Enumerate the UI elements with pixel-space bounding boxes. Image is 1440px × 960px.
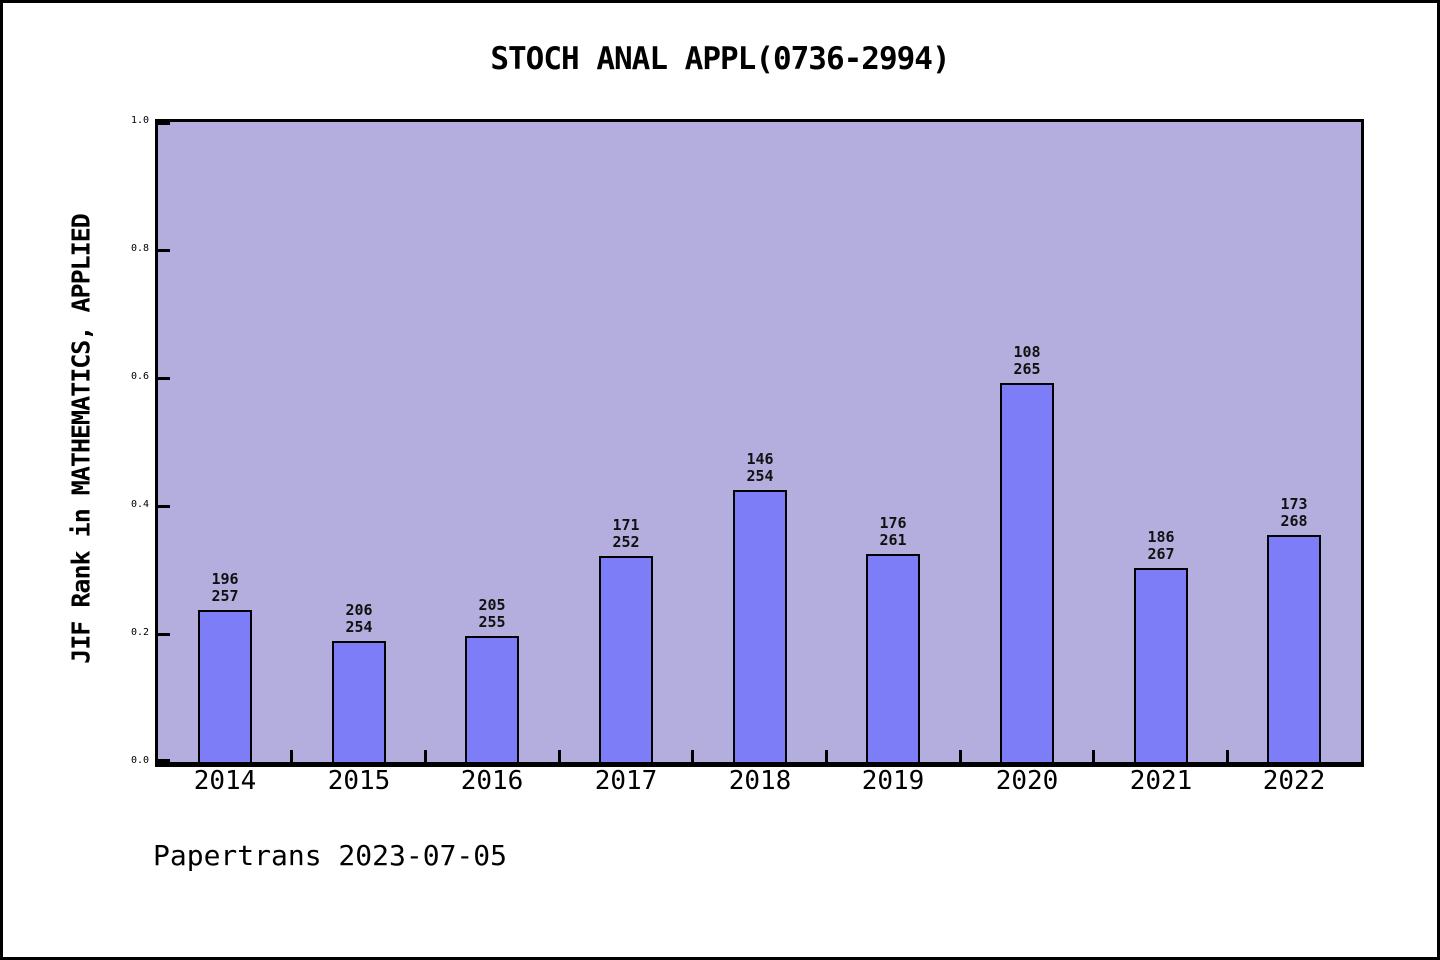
x-tick: [825, 750, 828, 762]
x-axis-label-2017: 2017: [594, 766, 658, 796]
x-tick: [959, 750, 962, 762]
plot-area: 196 257 206 254 205 255 171 252 146 254 176 2…: [155, 119, 1364, 767]
bar-value-label-2016: 205 255: [478, 596, 506, 631]
x-axis-label-2014: 2014: [193, 766, 257, 796]
x-tick: [558, 750, 561, 762]
y-tick-label: 0.4: [130, 499, 149, 510]
bar-value-label-2018: 146 254: [746, 450, 774, 485]
x-tick: [691, 750, 694, 762]
chart-title: STOCH ANAL APPL(0736-2994): [490, 41, 950, 77]
bar-value-label-2019: 176 261: [879, 514, 907, 549]
y-tick-label: 0.8: [130, 243, 149, 254]
x-axis-label-2015: 2015: [327, 766, 391, 796]
bar-value-label-2015: 206 254: [345, 601, 373, 636]
bar-2014: [198, 610, 252, 762]
x-axis-label-2020: 2020: [995, 766, 1059, 796]
bar-2016: [465, 636, 519, 762]
x-tick: [290, 750, 293, 762]
bar-value-label-2020: 108 265: [1013, 343, 1041, 378]
bar-value-label-2014: 196 257: [211, 570, 239, 605]
bar-value-label-2022: 173 268: [1280, 495, 1308, 530]
bar-2019: [866, 554, 920, 762]
y-tick-label: 0.0: [130, 755, 149, 766]
y-tick: [158, 633, 170, 636]
bar-value-label-2017: 171 252: [612, 516, 640, 551]
y-tick: [158, 249, 170, 252]
x-axis-label-2022: 2022: [1262, 766, 1326, 796]
y-tick-label: 0.2: [130, 627, 149, 638]
x-tick: [1226, 750, 1229, 762]
y-tick: [158, 122, 170, 125]
y-tick-label: 1.0: [130, 115, 149, 126]
bar-2021: [1134, 568, 1188, 762]
y-tick-label: 0.6: [130, 371, 149, 382]
bar-value-label-2021: 186 267: [1147, 528, 1175, 563]
bar-2015: [332, 641, 386, 762]
bar-2020: [1000, 383, 1054, 762]
x-axis-label-2016: 2016: [460, 766, 524, 796]
x-axis-label-2021: 2021: [1129, 766, 1193, 796]
x-axis-labels: 2014 2015 2016 2017 2018 2019 2020 2021 2022: [158, 766, 1361, 800]
y-tick: [158, 505, 170, 508]
x-axis-label-2019: 2019: [861, 766, 925, 796]
y-tick: [158, 759, 170, 762]
x-tick: [424, 750, 427, 762]
x-tick: [1092, 750, 1095, 762]
y-tick: [158, 377, 170, 380]
bar-2018: [733, 490, 787, 762]
bar-2017: [599, 556, 653, 762]
bar-2022: [1267, 535, 1321, 762]
y-tick-labels: 0.0 0.2 0.4 0.6 0.8 1.0: [3, 115, 149, 766]
watermark-text: Papertrans 2023-07-05: [153, 839, 508, 872]
x-axis-label-2018: 2018: [728, 766, 792, 796]
